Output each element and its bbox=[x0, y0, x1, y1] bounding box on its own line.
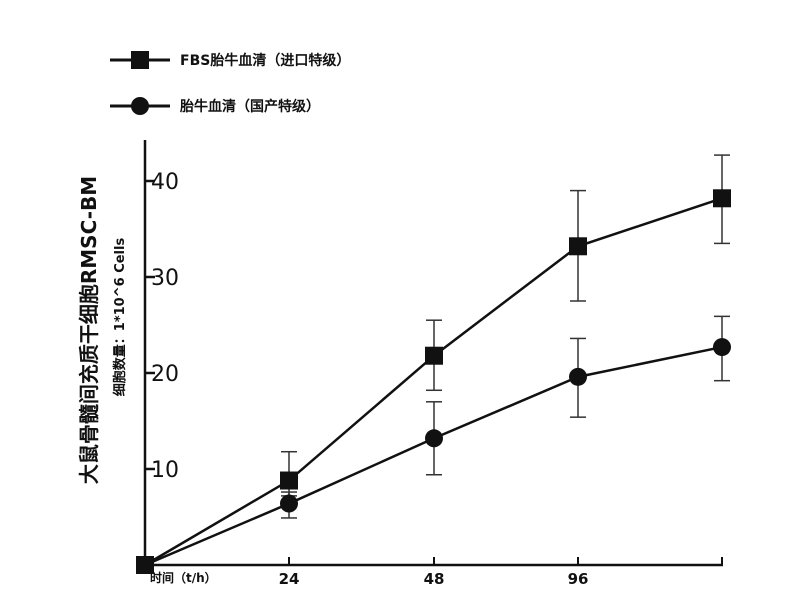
data-point-circle bbox=[136, 556, 154, 574]
legend-circle-marker bbox=[131, 97, 149, 115]
legend: FBS胎牛血清（进口特级） 胎牛血清（国产特级） bbox=[110, 51, 350, 115]
legend-label-fbs-import: FBS胎牛血清（进口特级） bbox=[180, 52, 350, 69]
series-domestic bbox=[136, 315, 731, 574]
data-point-square bbox=[569, 237, 587, 256]
y-ticks: 10 20 30 40 bbox=[145, 170, 179, 483]
y-axis-sublabel: 细胞数量：1*10^6 Cells bbox=[112, 238, 128, 397]
data-point-circle bbox=[713, 338, 731, 357]
data-point-square bbox=[713, 189, 731, 208]
legend-label-domestic: 胎牛血清（国产特级） bbox=[180, 98, 320, 115]
data-point-circle bbox=[280, 494, 298, 513]
legend-square-marker bbox=[131, 51, 149, 69]
y-tick-label: 30 bbox=[151, 266, 179, 291]
data-point-circle bbox=[569, 367, 587, 386]
data-point-square bbox=[425, 346, 443, 365]
x-ticks: 24 48 96 bbox=[279, 557, 723, 588]
y-tick-label: 10 bbox=[151, 458, 179, 483]
x-tick-label: 24 bbox=[279, 570, 300, 588]
y-tick-label: 20 bbox=[151, 362, 179, 387]
x-tick-label: 48 bbox=[424, 570, 445, 588]
x-axis-label: 时间（t/h） bbox=[150, 570, 217, 585]
x-tick-label: 96 bbox=[568, 570, 589, 588]
y-tick-label: 40 bbox=[151, 170, 179, 195]
data-point-square bbox=[280, 471, 298, 490]
series-layer bbox=[136, 154, 731, 574]
data-point-circle bbox=[425, 429, 443, 448]
y-axis-label: 大鼠骨髓间充质干细胞RMSC-BM bbox=[77, 176, 101, 484]
